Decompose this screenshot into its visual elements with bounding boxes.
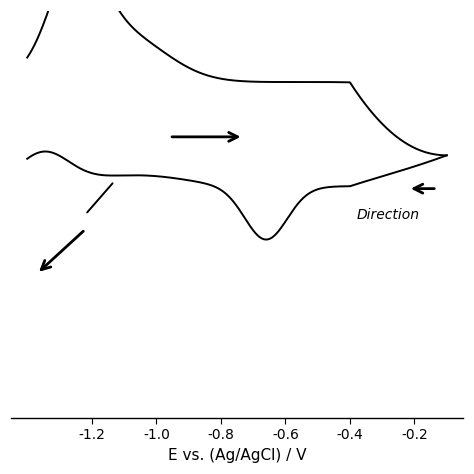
X-axis label: E vs. (Ag/AgCl) / V: E vs. (Ag/AgCl) / V — [168, 448, 306, 463]
Text: Direction: Direction — [356, 208, 419, 221]
